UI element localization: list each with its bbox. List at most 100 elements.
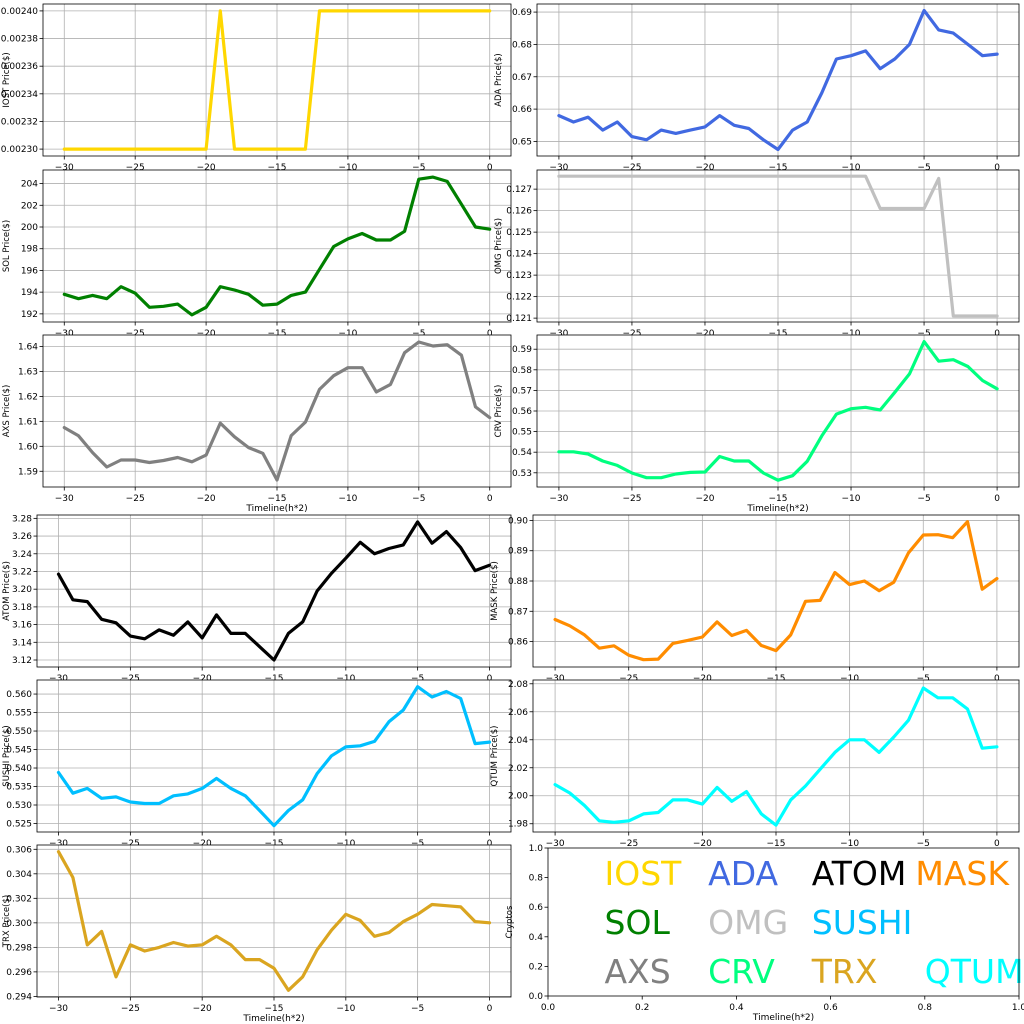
y-tick-label: 1.63 (18, 367, 38, 377)
y-tick-label: 0.550 (6, 727, 32, 737)
y-axis-label: ATOM Price($) (2, 561, 12, 621)
data-points (555, 687, 997, 826)
x-tick-label: 0 (994, 839, 1000, 849)
x-tick-label: −15 (769, 163, 788, 173)
x-tick-label: 0 (994, 163, 1000, 173)
subplot-11: −30 −25 −20 −15 −10 −5 0 0.294 0.296 0.298 0.300 0.… (2, 844, 512, 1024)
y-tick-label: 0.00232 (1, 117, 38, 127)
data-points (64, 341, 490, 481)
y-tick-label: 0.555 (6, 709, 32, 719)
plot-frame (36, 514, 512, 668)
x-axis-label: Timeline(h*2) (242, 1014, 304, 1024)
plot-frame (547, 847, 1020, 997)
x-tick-label: −25 (121, 1004, 140, 1014)
x-tick-label: −10 (338, 329, 357, 339)
x-tick-label: −5 (917, 674, 930, 684)
plot-frame (42, 334, 512, 488)
y-tick-label: 1.62 (18, 392, 38, 402)
data-points (558, 10, 998, 150)
x-tick-label: −15 (265, 1004, 284, 1014)
y-tick-label: 3.12 (12, 656, 32, 666)
y-tick-label: 2.08 (508, 680, 528, 690)
crypto-label: SOL (605, 903, 671, 942)
plot-frame (42, 3, 512, 157)
plot-frame (536, 169, 1020, 323)
y-tick-label: 0.4 (529, 933, 544, 943)
x-tick-label: −10 (840, 839, 859, 849)
y-axis-label: TRX Price($) (2, 895, 12, 948)
data-points (64, 177, 490, 315)
x-tick-label: −20 (193, 839, 212, 849)
y-tick-label: 0.67 (512, 73, 532, 83)
x-tick-label: −25 (126, 329, 145, 339)
subplot-3: −30 −25 −20 −15 −10 −5 0 192 194 196 198 200 202 204 S… (2, 169, 512, 339)
x-tick-label: −5 (411, 839, 424, 849)
x-tick-label: −15 (268, 329, 287, 339)
y-tick-label: 3.20 (12, 585, 32, 595)
x-tick-label: −10 (336, 839, 355, 849)
y-tick-label: 202 (21, 201, 38, 211)
x-tick-label: −5 (411, 1004, 424, 1014)
y-axis-label: OMG Price($) (494, 218, 504, 274)
y-tick-label: 0.8 (529, 874, 544, 884)
y-tick-label: 0.54 (512, 448, 532, 458)
x-tick-label: −25 (622, 329, 641, 339)
x-tick-label: −20 (197, 163, 216, 173)
crypto-label: AXS (605, 952, 671, 991)
subplot-8: −30 −25 −20 −15 −10 −5 0 0.86 0.87 0.88 0.89 0.90 MA… (490, 514, 1020, 684)
x-tick-label: −15 (769, 329, 788, 339)
crypto-label: MASK (915, 854, 1010, 893)
y-tick-label: 0.560 (6, 690, 32, 700)
x-axis-label: Timeline(h*2) (752, 1013, 814, 1023)
y-tick-label: 0.298 (6, 943, 32, 953)
data-points (558, 176, 998, 317)
y-tick-label: 0.53 (512, 469, 532, 479)
grid (537, 4, 1019, 156)
y-tick-label: 198 (21, 245, 38, 255)
x-tick-label: 0.8 (918, 1003, 933, 1013)
crypto-label: SUSHI (812, 903, 913, 942)
y-tick-label: 0.00234 (1, 90, 38, 100)
x-tick-label: −30 (55, 494, 74, 504)
y-tick-label: 2.04 (508, 736, 528, 746)
y-tick-label: 0.125 (506, 228, 532, 238)
x-tick-label: −5 (917, 329, 930, 339)
plot-area (548, 848, 1019, 996)
x-tick-label: −20 (693, 839, 712, 849)
x-tick-label: −10 (336, 674, 355, 684)
x-tick-label: 0 (487, 163, 493, 173)
y-tick-label: 0.00238 (1, 35, 38, 45)
y-tick-label: 3.16 (12, 621, 32, 631)
subplot-5: −30 −25 −20 −15 −10 −5 0 1.59 1.60 1.61 1.62 1.63 1.… (2, 334, 512, 514)
x-tick-label: −10 (842, 329, 861, 339)
x-tick-label: 0 (487, 329, 493, 339)
y-tick-label: 0.90 (508, 516, 528, 526)
x-tick-label: −30 (55, 329, 74, 339)
x-tick-label: −25 (619, 839, 638, 849)
x-tick-label: 0.2 (635, 1003, 649, 1013)
subplot-6: −30 −25 −20 −15 −10 −5 0 0.53 0.54 0.55 0.56 0.57 0.… (494, 334, 1020, 514)
x-tick-label: 0 (994, 674, 1000, 684)
x-tick-label: −30 (549, 329, 568, 339)
data-points (555, 521, 997, 660)
subplot-4: −30 −25 −20 −15 −10 −5 0 0.121 0.122 0.123 0.124 0.… (494, 169, 1020, 339)
x-tick-label: −25 (622, 494, 641, 504)
y-tick-label: 2.02 (508, 764, 528, 774)
y-tick-label: 0.126 (506, 207, 532, 217)
x-tick-label: −10 (842, 163, 861, 173)
y-tick-label: 1.98 (508, 820, 528, 830)
x-tick-label: −10 (842, 494, 861, 504)
x-tick-label: −25 (619, 674, 638, 684)
x-tick-label: −20 (695, 494, 714, 504)
y-tick-label: 0.65 (512, 137, 532, 147)
y-tick-label: 1.59 (18, 467, 38, 477)
x-tick-label: −20 (695, 329, 714, 339)
x-tick-label: −20 (693, 674, 712, 684)
y-tick-label: 0.00240 (1, 7, 38, 17)
x-tick-label: −5 (917, 839, 930, 849)
y-tick-label: 3.28 (12, 514, 32, 524)
y-tick-label: 0.540 (6, 764, 32, 774)
y-tick-label: 2.00 (508, 792, 528, 802)
x-tick-label: −5 (412, 494, 425, 504)
